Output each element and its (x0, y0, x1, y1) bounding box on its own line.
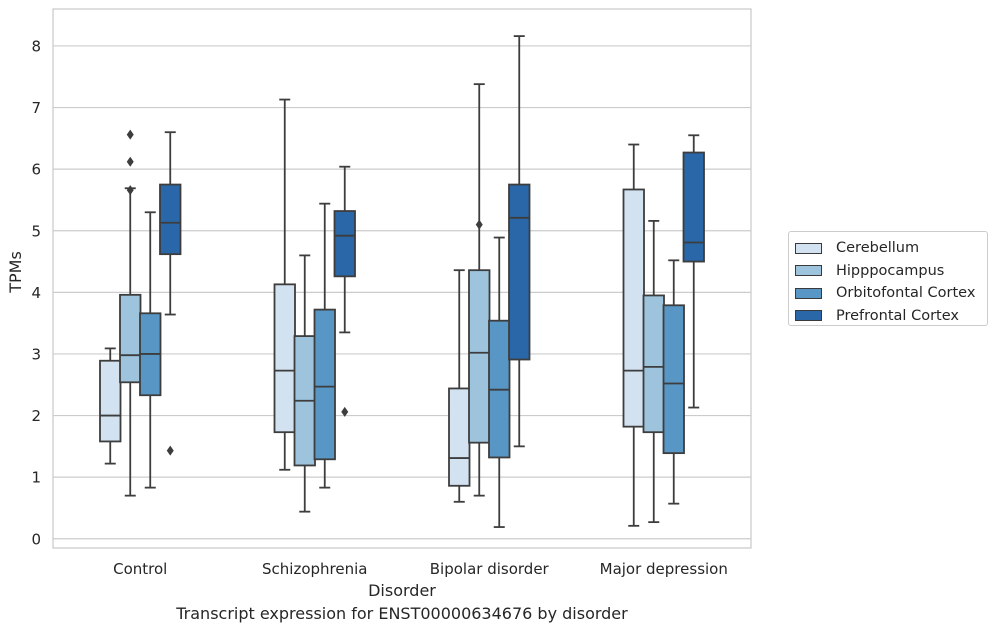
outlier-marker (341, 406, 349, 417)
box-2-2 (488, 236, 511, 528)
legend-item: Hipppocampus (789, 260, 987, 283)
box-body (622, 188, 645, 428)
legend-label: Prefrontal Cortex (836, 307, 959, 324)
y-tick-label: 5 (31, 222, 41, 240)
y-tick-label: 4 (31, 284, 41, 302)
y-axis-label: TPMs (6, 251, 25, 294)
legend-item: Prefrontal Cortex (789, 305, 987, 328)
legend: Cerebellum Hipppocampus Orbitofontal Corte… (788, 231, 988, 326)
x-tick-label: Bipolar disorder (430, 560, 550, 578)
y-tick-label: 0 (31, 530, 41, 548)
y-tick-label: 3 (31, 345, 41, 363)
box-2-0 (139, 211, 162, 489)
box-2-1 (313, 202, 336, 489)
box-2-3 (662, 259, 685, 505)
box-body (468, 269, 491, 444)
x-tick-labels: Control Schizophrenia Bipolar disorder Majo… (113, 560, 728, 578)
box-0-3 (622, 143, 645, 527)
outlier-marker (126, 185, 134, 196)
box-0-2 (448, 269, 471, 503)
box-groups (99, 35, 705, 528)
box-3-3 (682, 134, 705, 409)
x-tick-label: Control (113, 560, 167, 578)
legend-label: Hipppocampus (836, 262, 945, 279)
outlier-marker (126, 156, 134, 167)
box-3-1 (333, 165, 356, 417)
box-body (333, 210, 356, 278)
y-tick-label: 6 (31, 161, 41, 179)
box-body (273, 283, 296, 434)
box-body (99, 359, 122, 443)
y-tick-label: 8 (31, 37, 41, 55)
box-body (662, 304, 685, 455)
box-1-0 (119, 129, 142, 497)
legend-item: Orbitofontal Cortex (789, 282, 987, 305)
legend-label: Orbitofontal Cortex (836, 285, 976, 302)
y-tick-label: 2 (31, 407, 41, 425)
y-tick-label: 7 (31, 99, 41, 117)
x-tick-label: Schizophrenia (262, 560, 367, 578)
gridlines (53, 45, 751, 540)
box-body (159, 183, 182, 256)
legend-swatch (795, 242, 822, 254)
legend-swatch (795, 265, 822, 277)
legend-swatch (795, 287, 822, 299)
box-body (448, 387, 471, 487)
box-body (642, 294, 665, 434)
box-1-1 (293, 254, 316, 513)
outlier-marker (166, 445, 174, 456)
legend-label: Cerebellum (836, 240, 920, 257)
box-body (682, 151, 705, 263)
box-body (508, 183, 531, 361)
x-axis-label: Disorder (368, 581, 436, 600)
box-0-1 (273, 98, 296, 471)
box-3-0 (159, 131, 182, 456)
plot-frame (52, 8, 752, 549)
chart-caption: Transcript expression for ENST0000063467… (176, 604, 628, 623)
outlier-marker (475, 219, 483, 230)
legend-item: Cerebellum (789, 237, 987, 260)
outlier-marker (126, 129, 134, 140)
box-1-2 (468, 83, 491, 497)
box-body (313, 308, 336, 461)
box-3-2 (508, 35, 531, 448)
y-tick-labels: 0 1 2 3 4 5 6 7 8 (31, 37, 41, 548)
box-body (119, 293, 142, 384)
y-tick-label: 1 (31, 469, 41, 487)
box-0-0 (99, 347, 122, 465)
legend-swatch (795, 310, 822, 322)
x-tick-label: Major depression (600, 560, 728, 578)
